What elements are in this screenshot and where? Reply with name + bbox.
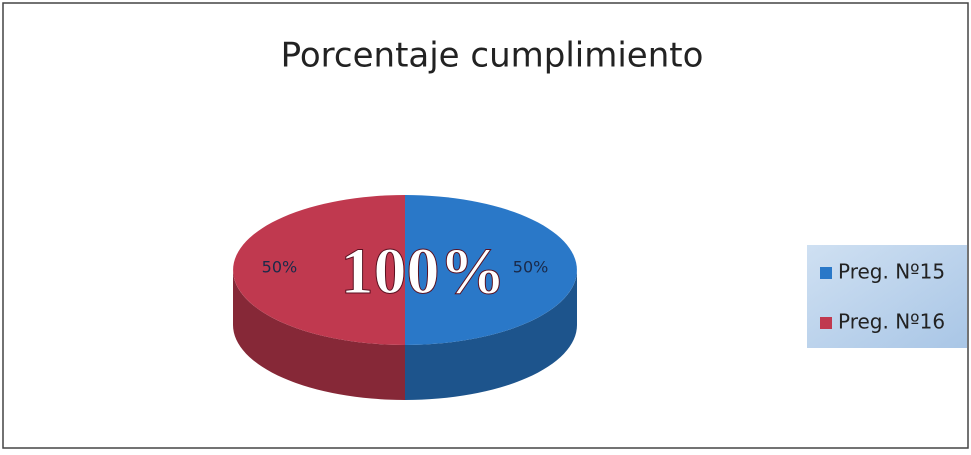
data-label: 50%	[513, 258, 549, 277]
annotation: 100%	[341, 235, 506, 308]
legend-label: Preg. Nº16	[838, 310, 945, 334]
legend	[807, 245, 967, 348]
pie-side	[405, 270, 577, 400]
pie-slice	[233, 195, 405, 345]
pie-side	[233, 270, 405, 400]
legend-label: Preg. Nº15	[838, 260, 945, 284]
pie-slice	[405, 195, 577, 345]
legend-swatch	[820, 317, 832, 329]
legend-swatch	[820, 267, 832, 279]
chart-title: Porcentaje cumplimiento	[281, 36, 704, 76]
legend-items: Preg. Nº15 Preg. Nº16	[820, 260, 945, 334]
pie: 50% 50%	[233, 195, 577, 400]
data-label: 50%	[262, 258, 298, 277]
